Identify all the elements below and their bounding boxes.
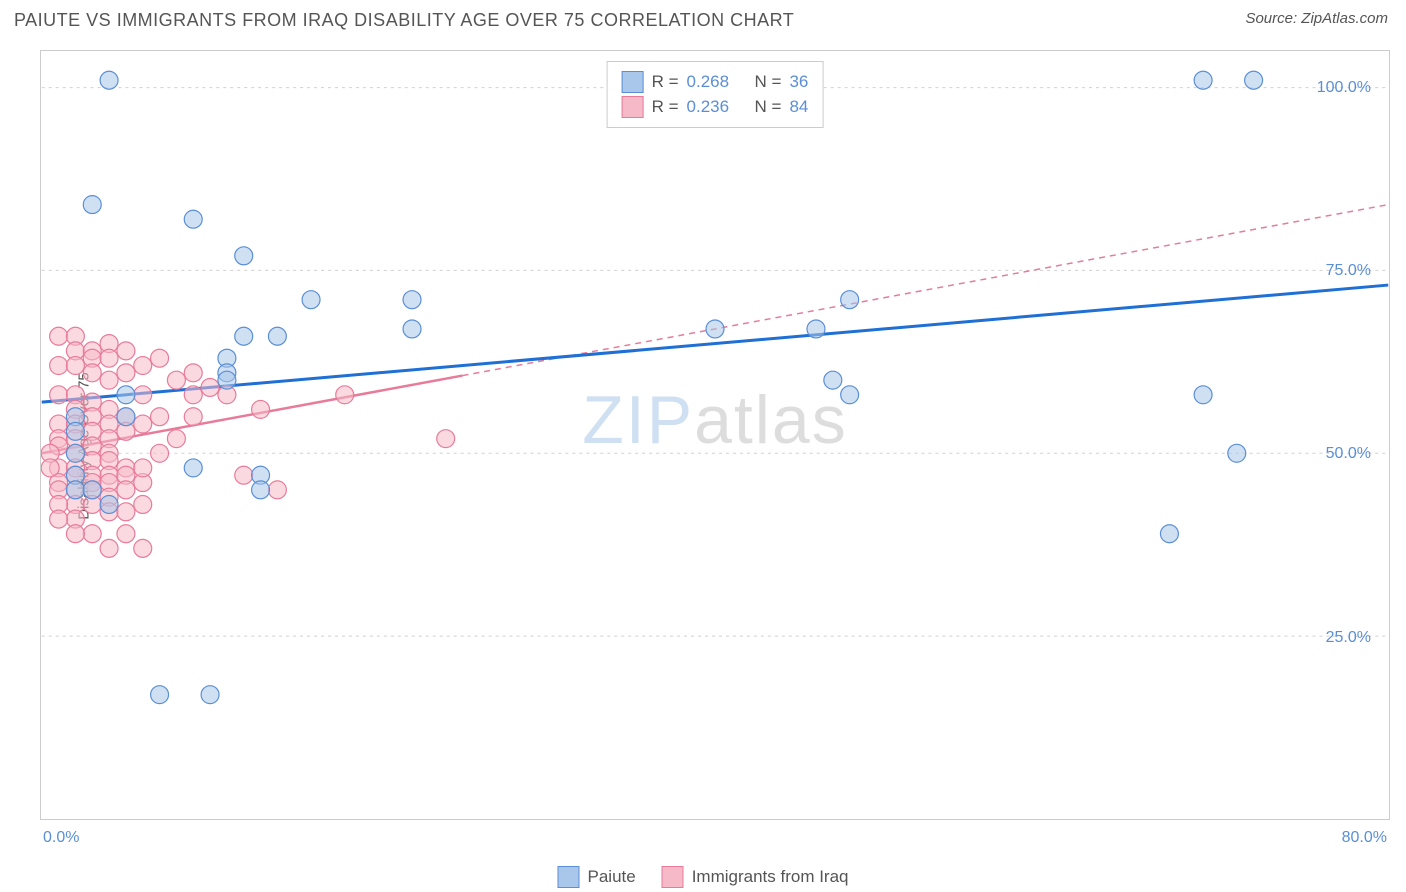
legend-label-iraq: Immigrants from Iraq	[692, 867, 849, 887]
y-tick-label: 50.0%	[1326, 445, 1371, 463]
x-axis-max-label: 80.0%	[1342, 829, 1387, 847]
y-tick-label: 100.0%	[1317, 79, 1371, 97]
y-tick-label: 25.0%	[1326, 629, 1371, 647]
legend-label-paiute: Paiute	[587, 867, 635, 887]
swatch-paiute	[622, 71, 644, 93]
n-label: N =	[755, 97, 782, 117]
source-credit: Source: ZipAtlas.com	[1245, 10, 1388, 27]
legend-item-paiute: Paiute	[557, 866, 635, 888]
stats-legend: R = 0.268 N = 36 R = 0.236 N = 84	[607, 61, 824, 128]
stats-row-paiute: R = 0.268 N = 36	[622, 71, 809, 93]
swatch-paiute	[557, 866, 579, 888]
r-value-paiute: 0.268	[687, 72, 730, 92]
n-value-paiute: 36	[789, 72, 808, 92]
r-label: R =	[652, 72, 679, 92]
header-row: PAIUTE VS IMMIGRANTS FROM IRAQ DISABILIT…	[0, 0, 1406, 35]
legend-item-iraq: Immigrants from Iraq	[662, 866, 849, 888]
series-legend: Paiute Immigrants from Iraq	[557, 866, 848, 888]
scatter-plot	[41, 51, 1389, 819]
y-tick-label: 75.0%	[1326, 262, 1371, 280]
swatch-iraq	[662, 866, 684, 888]
chart-title: PAIUTE VS IMMIGRANTS FROM IRAQ DISABILIT…	[14, 10, 794, 31]
r-label: R =	[652, 97, 679, 117]
stats-row-iraq: R = 0.236 N = 84	[622, 96, 809, 118]
n-label: N =	[755, 72, 782, 92]
r-value-iraq: 0.236	[687, 97, 730, 117]
swatch-iraq	[622, 96, 644, 118]
n-value-iraq: 84	[789, 97, 808, 117]
chart-area: ZIPatlas R = 0.268 N = 36 R = 0.236 N = …	[40, 50, 1390, 820]
x-axis-min-label: 0.0%	[43, 829, 79, 847]
